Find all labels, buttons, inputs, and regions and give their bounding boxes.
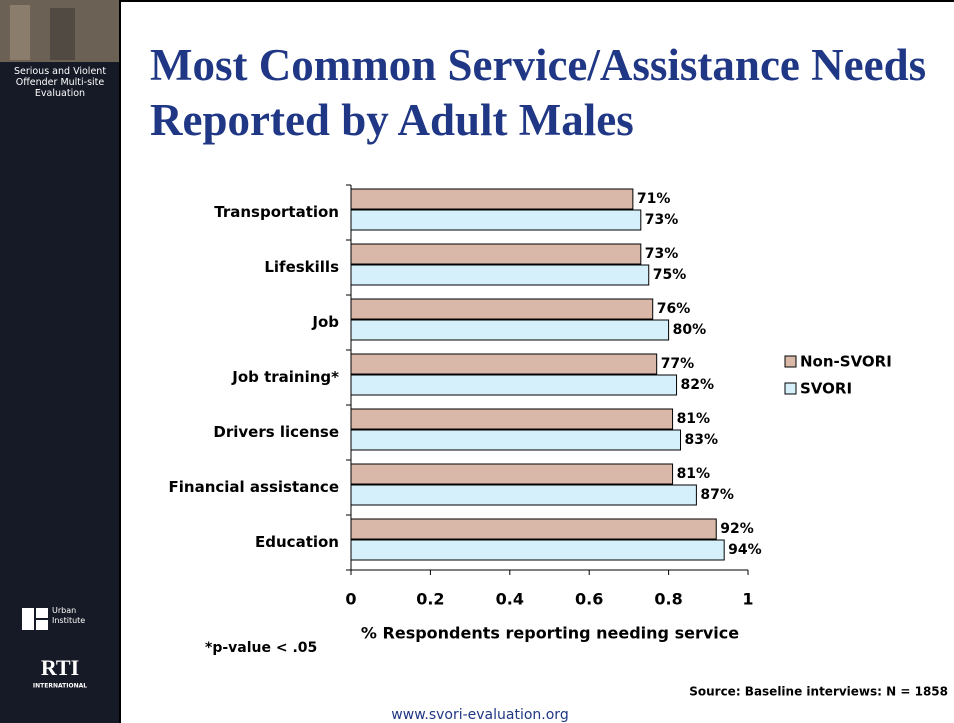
x-tick-label: 0.6 <box>575 590 603 609</box>
rti-logo: RTI <box>41 655 79 680</box>
data-label: 83% <box>685 432 719 448</box>
data-label: 71% <box>637 191 671 207</box>
x-axis-label: % Respondents reporting needing service <box>361 624 739 643</box>
data-label: 87% <box>700 487 734 503</box>
urban-box: Urban Institute <box>52 606 86 625</box>
chart-title: Most Common Service/Assistance Needs Rep… <box>150 40 927 145</box>
project-name: Serious and Violent Offender Multi-site … <box>13 66 107 99</box>
data-label: 82% <box>681 377 715 393</box>
bar <box>350 353 658 375</box>
data-label: 81% <box>677 466 711 482</box>
y-tick-label: Job <box>311 313 339 331</box>
x-tick-label: 0.8 <box>654 590 682 609</box>
y-tick-label: Drivers license <box>213 423 339 441</box>
bar <box>350 319 670 341</box>
title-box: Most Common Service/Assistance Needs Rep… <box>150 40 927 145</box>
footer-url: www.svori-evaluation.org <box>391 707 568 723</box>
footnote: *p-value < .05 <box>205 640 317 656</box>
y-tick-label: Lifeskills <box>264 258 339 276</box>
data-label: 92% <box>720 521 754 537</box>
bar <box>350 264 650 286</box>
data-label: 75% <box>653 267 687 283</box>
urban-logo <box>36 608 48 618</box>
data-label: 77% <box>661 356 695 372</box>
y-tick-label: Job training* <box>231 368 339 386</box>
bar <box>350 463 674 485</box>
legend-swatch <box>784 355 797 368</box>
y-tick-label: Financial assistance <box>169 478 339 496</box>
bar <box>350 374 678 396</box>
urban-name: Urban Institute <box>52 606 86 625</box>
urban-logo <box>22 608 34 630</box>
bar <box>350 188 634 210</box>
bar <box>350 209 642 231</box>
x-tick-label: 0 <box>345 590 356 609</box>
data-label: 81% <box>677 411 711 427</box>
legend-label: SVORI <box>800 380 852 398</box>
bar <box>350 484 697 506</box>
legend-swatch <box>784 382 797 395</box>
sidebar-photo-detail <box>10 5 30 60</box>
data-label: 76% <box>657 301 691 317</box>
data-label: 94% <box>728 542 762 558</box>
data-label: 80% <box>673 322 707 338</box>
x-tick-label: 0.4 <box>496 590 524 609</box>
sidebar-photo-detail <box>50 8 75 60</box>
bar <box>350 243 642 265</box>
project-box: Serious and Violent Offender Multi-site … <box>13 66 107 99</box>
x-tick-label: 0.2 <box>416 590 444 609</box>
bar <box>350 298 654 320</box>
bar <box>350 408 674 430</box>
bar <box>350 518 717 540</box>
data-label: 73% <box>645 212 679 228</box>
urban-logo <box>36 620 48 630</box>
y-tick-label: Education <box>255 533 339 551</box>
rti-sub: INTERNATIONAL <box>33 683 87 690</box>
x-tick-label: 1 <box>742 590 753 609</box>
source: Source: Baseline interviews: N = 1858 <box>689 685 948 699</box>
y-tick-label: Transportation <box>214 203 339 221</box>
bar <box>350 429 682 451</box>
sidebar <box>0 0 120 723</box>
bar <box>350 539 725 561</box>
legend-label: Non-SVORI <box>800 353 892 371</box>
data-label: 73% <box>645 246 679 262</box>
